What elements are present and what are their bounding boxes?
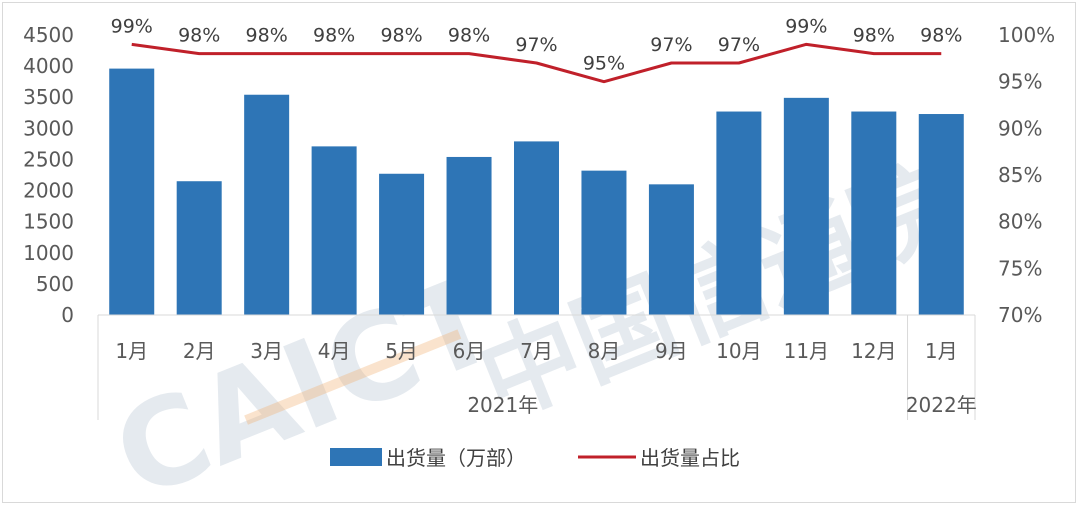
data-label: 97% bbox=[718, 34, 760, 56]
right-tick-label: 75% bbox=[998, 256, 1042, 280]
left-tick-label: 2500 bbox=[23, 147, 74, 171]
legend: 出货量（万部） 出货量占比 bbox=[330, 446, 740, 470]
bar bbox=[851, 111, 897, 316]
data-label: 98% bbox=[920, 25, 962, 47]
left-tick-label: 2000 bbox=[23, 179, 74, 203]
left-tick-label: 3000 bbox=[23, 116, 74, 140]
right-tick-label: 100% bbox=[998, 23, 1055, 47]
data-label: 98% bbox=[380, 25, 422, 47]
right-tick-label: 70% bbox=[998, 303, 1042, 327]
right-tick-label: 80% bbox=[998, 210, 1042, 234]
x-tick-label: 6月 bbox=[453, 339, 486, 363]
x-tick-label: 12月 bbox=[851, 339, 896, 363]
data-label: 98% bbox=[178, 25, 220, 47]
legend-label-line: 出货量占比 bbox=[640, 446, 740, 470]
bar bbox=[648, 184, 694, 315]
left-tick-label: 3500 bbox=[23, 85, 74, 109]
bar bbox=[783, 97, 829, 315]
bar bbox=[379, 173, 425, 315]
x-tick-label: 4月 bbox=[318, 339, 351, 363]
bar bbox=[109, 68, 155, 315]
left-tick-label: 4000 bbox=[23, 54, 74, 78]
x-axis: 1月 2月 3月 4月 5月 6月 7月 8月 9月 10月 11月 12月 1月 2021年 2022年 bbox=[97, 314, 977, 420]
data-label: 97% bbox=[650, 34, 692, 56]
right-tick-label: 95% bbox=[998, 70, 1042, 94]
x-tick-label: 9月 bbox=[655, 339, 688, 363]
group-label: 2021年 bbox=[467, 393, 538, 417]
data-label: 95% bbox=[583, 53, 625, 75]
watermark-accent-stripe bbox=[244, 329, 462, 425]
left-tick-label: 500 bbox=[36, 272, 74, 296]
x-tick-label: 1月 bbox=[115, 339, 148, 363]
bar-series bbox=[109, 68, 964, 316]
bar bbox=[311, 146, 357, 315]
left-tick-label: 4500 bbox=[23, 23, 74, 47]
data-label: 97% bbox=[515, 34, 557, 56]
bar bbox=[176, 181, 222, 315]
right-tick-label: 85% bbox=[998, 163, 1042, 187]
bar bbox=[918, 114, 964, 316]
bar bbox=[716, 111, 762, 316]
legend-swatch-bar bbox=[330, 448, 382, 466]
bar bbox=[514, 141, 559, 315]
x-tick-label: 10月 bbox=[716, 339, 761, 363]
x-tick-label: 3月 bbox=[250, 339, 283, 363]
bar bbox=[446, 156, 492, 315]
legend-label-bar: 出货量（万部） bbox=[386, 446, 526, 470]
x-tick-label: 7月 bbox=[520, 339, 553, 363]
data-label: 98% bbox=[246, 25, 288, 47]
data-label: 98% bbox=[448, 25, 490, 47]
x-tick-label: 11月 bbox=[784, 339, 829, 363]
line-series: 99% 98% 98% 98% 98% 98% 97% 95% 97% 97% 99% 98% 98% bbox=[111, 15, 962, 84]
group-label: 2022年 bbox=[906, 393, 977, 417]
data-label: 98% bbox=[853, 25, 895, 47]
share-line bbox=[131, 42, 942, 84]
bar bbox=[581, 170, 627, 315]
x-tick-label: 2月 bbox=[183, 339, 216, 363]
x-tick-label: 5月 bbox=[385, 339, 418, 363]
x-tick-label: 8月 bbox=[588, 339, 621, 363]
left-axis-ticks: 0 500 1000 1500 2000 2500 3000 3500 4000 4500 bbox=[23, 23, 74, 327]
right-axis-ticks: 70% 75% 80% 85% 90% 95% 100% bbox=[998, 23, 1055, 327]
left-tick-label: 1000 bbox=[23, 241, 74, 265]
data-label: 99% bbox=[111, 15, 153, 37]
x-tick-label: 1月 bbox=[925, 339, 958, 363]
left-tick-label: 0 bbox=[61, 303, 74, 327]
data-label: 99% bbox=[785, 15, 827, 37]
left-tick-label: 1500 bbox=[23, 210, 74, 234]
bar bbox=[244, 94, 290, 315]
data-label: 98% bbox=[313, 25, 355, 47]
right-tick-label: 90% bbox=[998, 116, 1042, 140]
